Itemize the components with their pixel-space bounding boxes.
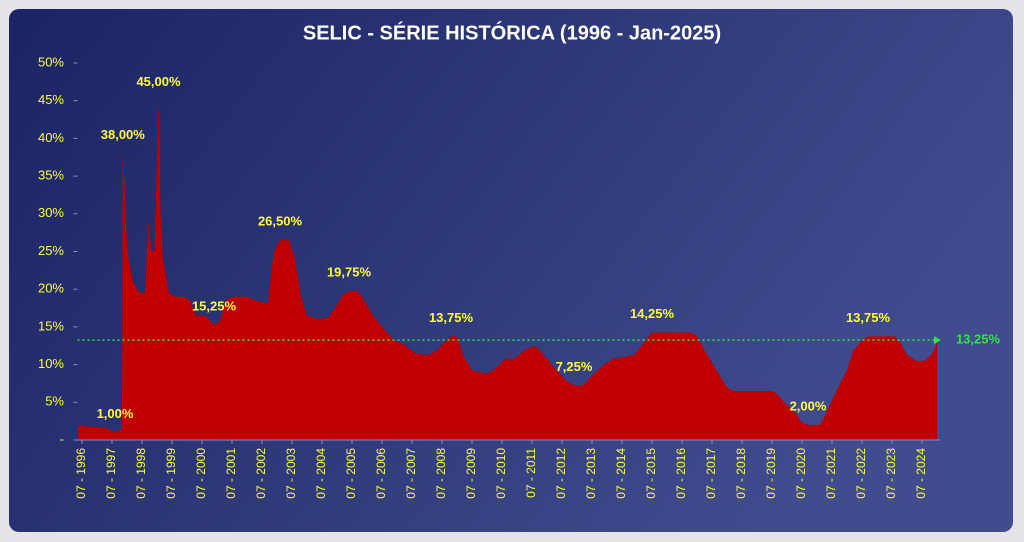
x-tick-label: 07 - 2019	[764, 448, 778, 499]
x-tick-label: 07 - 2012	[554, 448, 568, 499]
value-label: 13,75%	[846, 310, 891, 325]
x-tick-label: 07 - 2022	[854, 448, 868, 499]
value-label: 13,75%	[429, 310, 474, 325]
x-tick-label: 07 - 2018	[734, 448, 748, 499]
value-label: 7,25%	[556, 359, 593, 374]
x-tick-label: 07 - 2013	[584, 448, 598, 499]
value-label: 26,50%	[258, 214, 303, 229]
chart-title: SELIC - SÉRIE HISTÓRICA (1996 - Jan-2025…	[303, 20, 721, 44]
x-tick-label: 07 - 2024	[914, 448, 928, 499]
x-tick-label: 07 - 2001	[224, 448, 238, 499]
y-tick-label: -	[60, 431, 64, 446]
y-tick-label: 25%	[38, 243, 64, 258]
value-label: 2,00%	[790, 398, 827, 413]
y-tick-label: 15%	[38, 318, 64, 333]
x-tick-label: 07 - 2016	[674, 448, 688, 499]
reference-label: 13,25%	[956, 332, 1001, 347]
x-tick-label: 07 - 1996	[74, 448, 88, 499]
value-label: 1,00%	[97, 406, 134, 421]
y-tick-label: 10%	[38, 356, 64, 371]
y-tick-label: 30%	[38, 205, 64, 220]
x-tick-label: 07 - 2008	[434, 448, 448, 499]
x-tick-label: 07 - 2002	[254, 448, 268, 499]
x-tick-label: 07 - 2023	[884, 448, 898, 499]
y-tick-label: 5%	[45, 394, 64, 409]
x-tick-label: 07 - 1997	[104, 448, 118, 499]
x-tick-label: 07 - 2011	[524, 448, 538, 498]
reference-arrow	[934, 336, 941, 345]
y-tick-label: 50%	[38, 54, 64, 69]
x-tick-label: 07 - 2003	[284, 448, 298, 499]
x-tick-label: 07 - 2005	[344, 448, 358, 499]
y-tick-label: 40%	[38, 130, 64, 145]
x-tick-label: 07 - 2017	[704, 448, 718, 499]
x-tick-label: 07 - 2014	[614, 448, 628, 499]
value-label: 45,00%	[136, 74, 181, 89]
y-tick-label: 20%	[38, 281, 64, 296]
value-label: 38,00%	[101, 127, 146, 142]
x-tick-label: 07 - 2015	[644, 448, 658, 499]
x-tick-label: 07 - 2007	[404, 448, 418, 499]
x-tick-label: 07 - 2021	[824, 448, 838, 499]
x-tick-label: 07 - 2009	[464, 448, 478, 499]
y-tick-label: 35%	[38, 168, 64, 183]
value-label: 14,25%	[630, 306, 675, 321]
x-tick-label: 07 - 2010	[494, 448, 508, 499]
value-label: 19,75%	[327, 265, 372, 280]
value-label: 15,25%	[192, 298, 237, 313]
x-tick-label: 07 - 2004	[314, 448, 328, 499]
x-tick-label: 07 - 2000	[194, 448, 208, 499]
y-tick-label: 45%	[38, 92, 64, 107]
x-tick-label: 07 - 2020	[794, 448, 808, 499]
x-tick-label: 07 - 2006	[374, 448, 388, 499]
area	[78, 100, 938, 440]
x-tick-label: 07 - 1999	[164, 448, 178, 499]
x-tick-label: 07 - 1998	[134, 448, 148, 499]
